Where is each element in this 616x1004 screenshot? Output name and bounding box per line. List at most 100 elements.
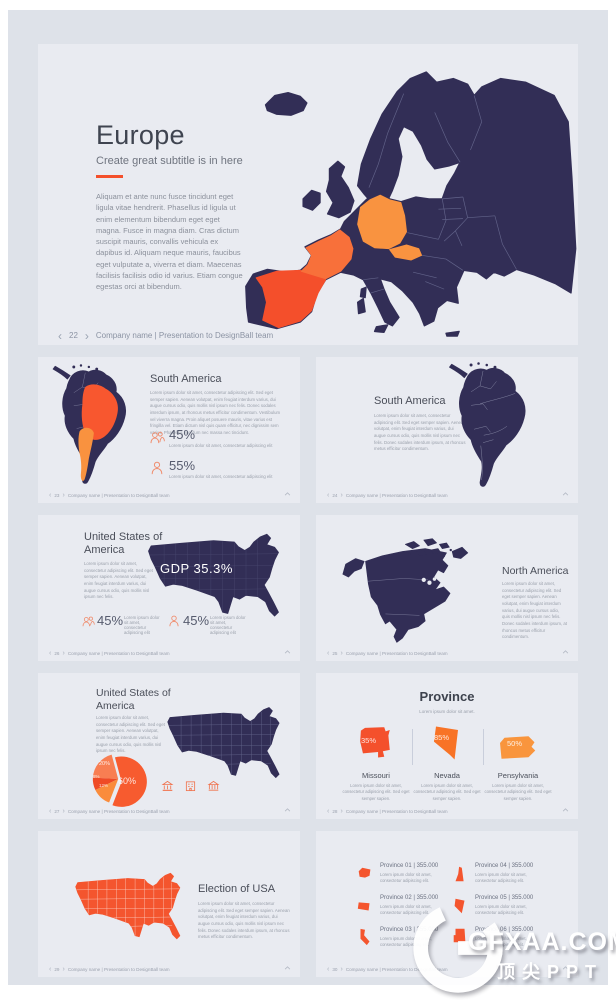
slide-subtitle: Create great subtitle is in here (96, 155, 243, 167)
person-icon (169, 615, 179, 627)
province-item: 85% Nevada Lorem ipsum dolor sit amet, c… (412, 721, 482, 802)
page-number: 23 (54, 493, 60, 498)
list-item-desc: Lorem ipsum dolor sit amet, consectetur … (380, 904, 432, 916)
pie-label-8: 8% (93, 774, 100, 779)
chevron-left-icon[interactable]: ‹ (58, 328, 62, 343)
province-item: 35% Missouri Lorem ipsum dolor sit amet,… (341, 721, 411, 802)
usa-map (148, 533, 279, 617)
chevron-right-icon[interactable]: › (62, 650, 65, 657)
footer-label: Company name | Presentation to DesignBal… (67, 809, 170, 814)
slide-title: South America (150, 373, 222, 385)
slide-europe[interactable]: Europe Create great subtitle is in here … (38, 44, 578, 345)
caret-up-icon[interactable] (284, 966, 291, 970)
slide-south-america-stats[interactable]: South America Lorem ipsum dolor sit amet… (38, 357, 300, 503)
footer-label: Company name | Presentation to DesignBal… (345, 809, 448, 814)
slide-usa-pie[interactable]: United States of America Lorem ipsum dol… (38, 673, 300, 819)
chevron-left-icon[interactable]: ‹ (327, 966, 330, 973)
slide-usa-gdp[interactable]: United States of America Lorem ipsum dol… (38, 515, 300, 661)
province-02-shape (357, 902, 370, 911)
slide-title: United States of America (96, 687, 171, 712)
list-item-title: Province 05 | 355.000 (475, 895, 534, 901)
slide-north-america[interactable]: North America Lorem ipsum dolor sit amet… (316, 515, 578, 661)
caret-up-icon[interactable] (562, 966, 569, 970)
stat-value-1: 45% (97, 613, 124, 628)
slide-body-text: Lorem ipsum dolor sit amet, consectetur … (374, 413, 466, 452)
pie-slice-20 (92, 754, 119, 779)
province-01-shape (358, 867, 371, 878)
slide-south-america-map[interactable]: South America Lorem ipsum dolor sit amet… (316, 357, 578, 503)
page-number: 29 (54, 967, 60, 972)
chevron-left-icon[interactable]: ‹ (49, 966, 52, 973)
chevron-right-icon[interactable]: › (340, 808, 343, 815)
chevron-right-icon[interactable]: › (340, 966, 343, 973)
page-title: Europe (96, 120, 185, 150)
caret-up-icon[interactable] (562, 492, 569, 496)
slide-province-list[interactable]: Province 01 | 355.000 Lorem ipsum dolor … (316, 831, 578, 977)
slide-footer: ‹ 28 › Company name | Presentation to De… (327, 808, 448, 815)
pie-label-12: 12% (99, 783, 109, 788)
chevron-left-icon[interactable]: ‹ (327, 808, 330, 815)
accent-underline (96, 175, 123, 178)
stat-label-2: Lorem ipsum dolor sit amet, consectetur … (169, 474, 273, 479)
slide-footer: ‹ 27 › Company name | Presentation to De… (49, 808, 170, 815)
page-number: 28 (332, 809, 338, 814)
province-03-shape (360, 928, 370, 946)
page-number: 30 (332, 967, 338, 972)
slide-province[interactable]: Province Lorem ipsum dolor sit amet. 35%… (316, 673, 578, 819)
list-item-title: Province 01 | 355.000 (380, 863, 439, 869)
list-item-title: Province 02 | 355.000 (380, 895, 439, 901)
page-number: 26 (54, 651, 60, 656)
chevron-left-icon[interactable]: ‹ (49, 650, 52, 657)
slide-body-text: Lorem ipsum dolor sit amet, consectetur … (502, 581, 567, 640)
person-icon (151, 461, 163, 475)
nevada-shape (433, 726, 458, 760)
slide-election-usa[interactable]: Election of USA Lorem ipsum dolor sit am… (38, 831, 300, 977)
divider (483, 729, 484, 765)
chevron-left-icon[interactable]: ‹ (327, 650, 330, 657)
province-06-shape (453, 928, 466, 943)
caret-up-icon[interactable] (284, 650, 291, 654)
footer-label: Company name | Presentation to DesignBal… (67, 967, 170, 972)
list-item-title: Province 06 | 355.000 (475, 927, 534, 933)
chevron-left-icon[interactable]: ‹ (49, 808, 52, 815)
slide-footer: ‹ 23 › Company name | Presentation to De… (49, 492, 170, 499)
province-05-shape (454, 898, 465, 914)
chevron-left-icon[interactable]: ‹ (327, 492, 330, 499)
caret-up-icon[interactable] (284, 492, 291, 496)
caret-up-icon[interactable] (562, 808, 569, 812)
chevron-right-icon[interactable]: › (340, 492, 343, 499)
europe-map (245, 71, 577, 337)
slide-body-text: Lorem ipsum dolor sit amet, consectetur … (84, 561, 153, 600)
list-item-desc: Lorem ipsum dolor sit amet, consectetur … (380, 872, 432, 884)
footer-label: Company name | Presentation to DesignBal… (345, 967, 448, 972)
chevron-right-icon[interactable]: › (62, 808, 65, 815)
list-item-desc: Lorem ipsum dolor sit amet, consectetur … (475, 904, 527, 916)
footer-label: Company name | Presentation to DesignBal… (345, 493, 448, 498)
brazil-highlight (81, 384, 118, 440)
chevron-left-icon[interactable]: ‹ (49, 492, 52, 499)
list-item-desc: Lorem ipsum dolor sit amet, consectetur … (380, 936, 432, 948)
chevron-right-icon[interactable]: › (84, 328, 89, 343)
slide-title: North America (502, 565, 569, 577)
province-04-shape (455, 866, 464, 882)
bank-icon (161, 780, 174, 791)
pie-chart: 20% 8% 12% 60% (88, 749, 152, 809)
chevron-right-icon[interactable]: › (340, 650, 343, 657)
gdp-map-label: GDP 35.3% (160, 561, 233, 576)
province-item: 50% Pensylvania Lorem ipsum dolor sit am… (483, 721, 553, 802)
slide-footer: ‹ 25 › Company name | Presentation to De… (327, 650, 448, 657)
footer-label: Company name | Presentation to DesignBal… (345, 651, 448, 656)
province-desc: Lorem ipsum dolor sit amet, consectetur … (342, 783, 410, 801)
caret-up-icon[interactable] (562, 650, 569, 654)
chevron-right-icon[interactable]: › (62, 966, 65, 973)
chevron-right-icon[interactable]: › (62, 492, 65, 499)
pie-slice-12 (95, 779, 119, 803)
footer-label: Company name | Presentation to DesignBal… (67, 493, 170, 498)
caret-up-icon[interactable] (284, 808, 291, 812)
province-desc: Lorem ipsum dolor sit amet, consectetur … (484, 783, 552, 801)
slide-body-text: Lorem ipsum dolor sit amet, consectetur … (198, 901, 290, 940)
slide-subtitle: Lorem ipsum dolor sit amet. (419, 709, 475, 714)
province-name: Missouri (362, 771, 390, 780)
pennsylvania-shape (500, 736, 536, 759)
usa-map-orange (75, 872, 181, 940)
